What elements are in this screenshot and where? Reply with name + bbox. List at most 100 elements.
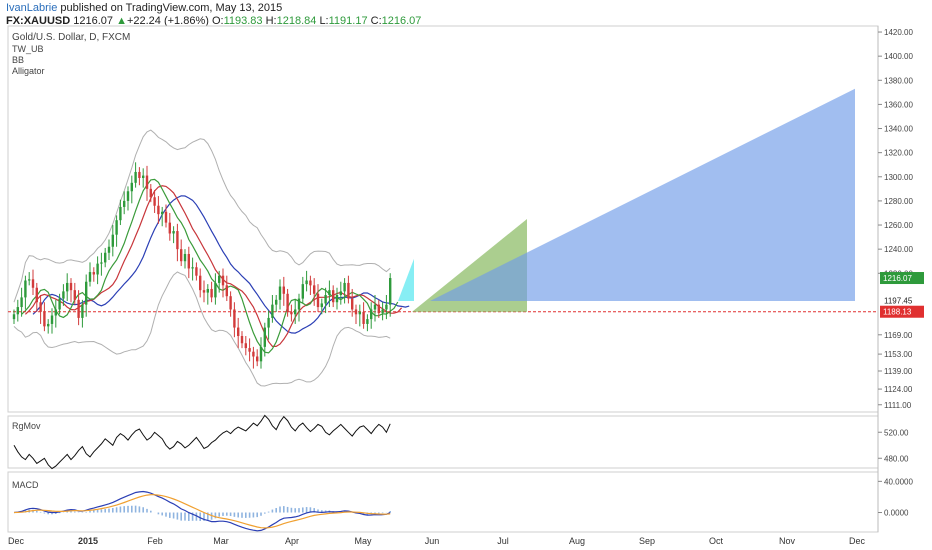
y-tick-label: 1111.00 xyxy=(884,401,912,410)
candle-body xyxy=(161,211,164,215)
x-tick-label: 2015 xyxy=(78,536,98,546)
x-tick-label: Jun xyxy=(425,536,440,546)
candle-body xyxy=(351,298,354,310)
x-tick-label: Dec xyxy=(8,536,25,546)
price-change: +22.24 (+1.86%) xyxy=(126,15,209,27)
low-value: 1191.17 xyxy=(328,15,368,27)
candle-body xyxy=(252,351,255,357)
candle-body xyxy=(104,252,107,263)
candle-body xyxy=(157,205,160,215)
candle-body xyxy=(69,282,73,291)
candle-body xyxy=(123,200,126,207)
candle-body xyxy=(115,220,118,235)
candle-body xyxy=(278,286,282,300)
candle-body xyxy=(142,175,145,178)
candle-body xyxy=(31,279,35,288)
candle-body xyxy=(313,285,316,294)
y-tick-label: 1153.00 xyxy=(884,350,913,359)
candle-body xyxy=(77,299,80,318)
current-price-tag-bg xyxy=(880,272,924,285)
candle-body xyxy=(218,275,221,283)
up-arrow-icon: ▲ xyxy=(116,15,127,27)
candle-body xyxy=(35,287,38,303)
y-tick-label: 1320.00 xyxy=(884,149,913,158)
rgmov-pane-border xyxy=(7,415,879,469)
macd-pane-border xyxy=(7,471,879,533)
candle-body xyxy=(240,336,244,344)
candle-body xyxy=(328,290,331,295)
current-price-tag: 1216.07 xyxy=(883,274,912,283)
indicator-bb: BB xyxy=(12,55,25,65)
candle-body xyxy=(271,304,274,318)
candle-body xyxy=(248,348,251,352)
y-tick-label: 1300.00 xyxy=(884,173,913,182)
candle-body xyxy=(297,298,301,310)
candle-body xyxy=(316,293,320,308)
candle-body xyxy=(111,234,114,247)
candle-body xyxy=(332,290,335,303)
candle-body xyxy=(362,311,365,324)
candle-body xyxy=(66,282,69,292)
candle-body xyxy=(164,211,168,223)
y-tick-label: 1260.00 xyxy=(884,221,913,230)
candle-body xyxy=(183,253,187,262)
candle-body xyxy=(267,317,270,328)
candle-body xyxy=(206,288,209,293)
candle-body xyxy=(377,304,380,314)
x-tick-label: Feb xyxy=(147,536,163,546)
candle-body xyxy=(305,280,308,285)
candle-body xyxy=(85,281,88,305)
candle-body xyxy=(47,323,50,327)
previous-price-label: 1197.45 xyxy=(884,296,913,305)
candle-body xyxy=(210,288,213,298)
candle-body xyxy=(16,307,19,315)
candle-body xyxy=(172,231,175,234)
candle-body xyxy=(187,253,190,269)
author-link[interactable]: IvanLabrie xyxy=(6,2,58,14)
candle-body xyxy=(119,206,122,221)
cyan-projection-triangle xyxy=(398,258,414,301)
rgmov-y-tick-label: 520.00 xyxy=(884,428,909,437)
candle-body xyxy=(43,311,46,327)
macd-y-tick-label: 40.0000 xyxy=(884,477,913,486)
publish-header: IvanLabrie published on TradingView.com,… xyxy=(6,1,282,15)
candle-body xyxy=(347,282,350,299)
candle-body xyxy=(366,319,369,324)
x-tick-label: May xyxy=(354,536,372,546)
candle-body xyxy=(73,290,76,300)
high-value: 1218.84 xyxy=(276,15,317,27)
candle-body xyxy=(221,275,225,286)
candle-body xyxy=(324,294,327,304)
candle-body xyxy=(214,282,217,298)
high-label: H: xyxy=(265,15,277,27)
candle-body xyxy=(259,346,263,362)
candle-body xyxy=(54,309,57,316)
open-label: O: xyxy=(211,15,224,27)
y-tick-label: 1360.00 xyxy=(884,100,913,109)
alligator-teeth-line xyxy=(24,185,403,347)
open-value: 1193.83 xyxy=(223,15,263,27)
candle-body xyxy=(354,309,358,315)
candle-body xyxy=(286,293,289,312)
x-tick-label: Sep xyxy=(639,536,655,546)
candle-body xyxy=(339,291,342,295)
candle-body xyxy=(282,286,285,294)
x-tick-label: Jul xyxy=(497,536,509,546)
candle-body xyxy=(335,294,339,303)
x-tick-label: Aug xyxy=(569,536,585,546)
candle-body xyxy=(191,267,194,269)
candle-body xyxy=(343,282,346,292)
y-tick-label: 1420.00 xyxy=(884,28,913,37)
symbol-bar: FX:XAUUSD 1216.07 ▲+22.24 (+1.86%) O:119… xyxy=(6,14,421,28)
candle-body xyxy=(385,304,388,310)
candle-body xyxy=(370,309,373,320)
candle-body xyxy=(58,298,61,310)
candle-body xyxy=(320,303,323,308)
candle-body xyxy=(168,222,171,234)
indicator-tw-ub: TW_UB xyxy=(12,44,44,54)
candle-body xyxy=(39,302,42,312)
candle-body xyxy=(229,296,232,310)
candle-body xyxy=(389,278,392,305)
alligator-lips-line xyxy=(21,178,399,354)
